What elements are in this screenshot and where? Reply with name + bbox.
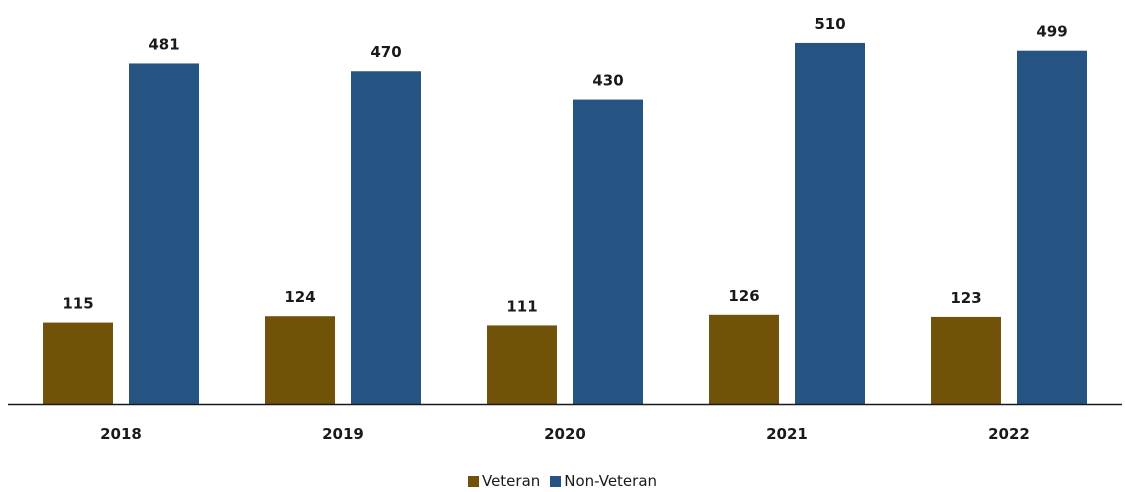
bar-non-veteran-2021 [795, 42, 865, 405]
data-label-veteran-2022: 123 [950, 289, 981, 307]
data-label-veteran-2020: 111 [506, 297, 537, 315]
data-label-non-veteran-2019: 470 [370, 43, 401, 61]
x-tick-label-2022: 2022 [988, 425, 1030, 443]
legend-item-veteran: Veteran [467, 472, 541, 490]
legend-label-veteran: Veteran [481, 472, 541, 490]
legend-label-non-veteran: Non-Veteran [564, 472, 658, 490]
data-label-non-veteran-2021: 510 [814, 15, 845, 33]
bar-veteran-2022 [931, 316, 1001, 404]
x-tick-label-2020: 2020 [544, 425, 586, 443]
x-tick-label-2018: 2018 [100, 425, 142, 443]
x-tick-label-2019: 2019 [322, 425, 364, 443]
data-label-veteran-2018: 115 [62, 295, 93, 313]
bar-veteran-2018 [43, 322, 113, 404]
bar-veteran-2019 [265, 316, 335, 404]
bar-non-veteran-2019 [351, 71, 421, 405]
bar-non-veteran-2018 [129, 63, 199, 405]
bar-veteran-2021 [709, 314, 779, 404]
data-label-non-veteran-2018: 481 [148, 35, 179, 53]
bar-veteran-2020 [487, 325, 557, 404]
x-tick-label-2021: 2021 [766, 425, 808, 443]
legend-item-non-veteran: Non-Veteran [550, 472, 657, 490]
legend-swatch-veteran [467, 475, 479, 487]
legend-swatch-non-veteran [550, 475, 562, 487]
bar-chart: 115 481 2018 124 470 2019 111 430 2020 126 510 2021… [8, 15, 1122, 443]
bar-non-veteran-2020 [573, 99, 643, 404]
legend: Veteran Non-Veteran [0, 470, 1125, 492]
data-label-veteran-2019: 124 [284, 288, 315, 306]
bar-non-veteran-2022 [1017, 50, 1087, 404]
data-label-non-veteran-2022: 499 [1036, 23, 1067, 41]
data-label-non-veteran-2020: 430 [592, 72, 623, 90]
data-label-veteran-2021: 126 [728, 287, 759, 305]
